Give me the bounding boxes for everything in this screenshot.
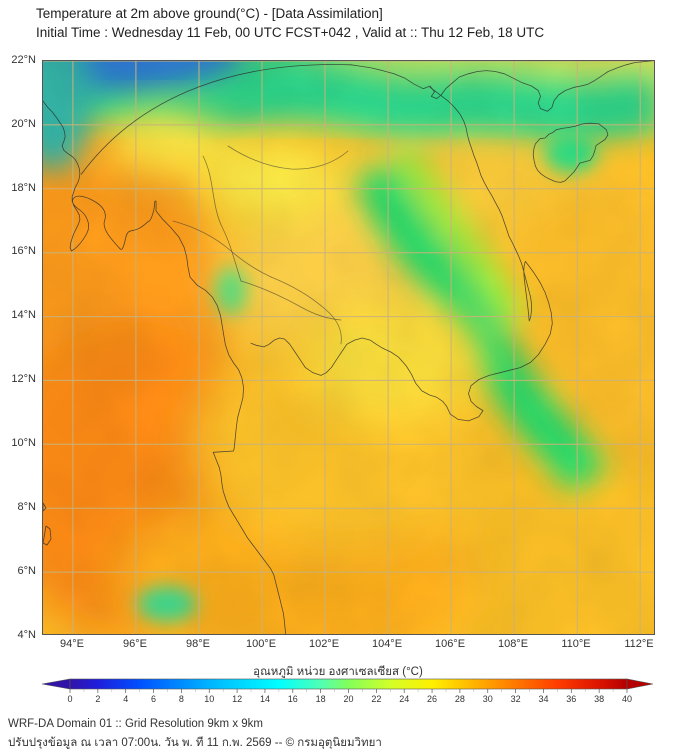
svg-text:40: 40	[622, 694, 632, 704]
svg-text:10: 10	[204, 694, 214, 704]
svg-text:34: 34	[538, 694, 548, 704]
svg-text:8: 8	[179, 694, 184, 704]
svg-text:32: 32	[511, 694, 521, 704]
svg-text:16: 16	[288, 694, 298, 704]
svg-text:2: 2	[95, 694, 100, 704]
svg-text:6: 6	[151, 694, 156, 704]
svg-text:20: 20	[343, 694, 353, 704]
svg-text:36: 36	[566, 694, 576, 704]
svg-text:18: 18	[316, 694, 326, 704]
svg-text:4: 4	[123, 694, 128, 704]
svg-text:12: 12	[232, 694, 242, 704]
svg-text:24: 24	[399, 694, 409, 704]
svg-text:26: 26	[427, 694, 437, 704]
svg-text:28: 28	[455, 694, 465, 704]
svg-text:38: 38	[594, 694, 604, 704]
svg-text:14: 14	[260, 694, 270, 704]
svg-text:30: 30	[483, 694, 493, 704]
svg-text:22: 22	[371, 694, 381, 704]
svg-text:0: 0	[67, 694, 72, 704]
